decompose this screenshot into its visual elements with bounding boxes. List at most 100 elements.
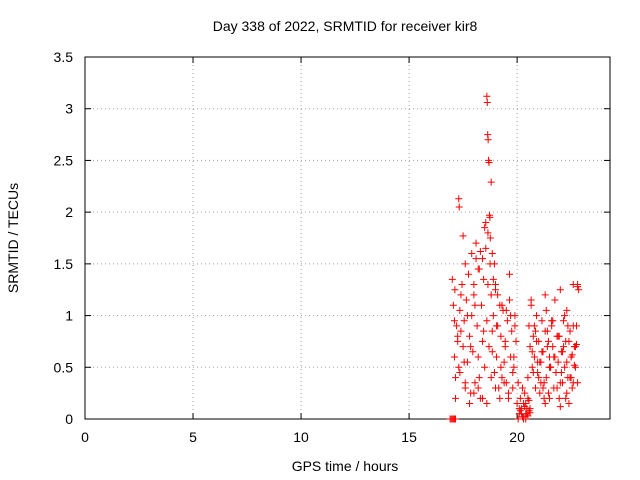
data-point (488, 348, 496, 356)
data-point (487, 374, 495, 382)
data-point (533, 337, 541, 345)
data-point (542, 306, 550, 314)
data-point (454, 332, 462, 340)
data-point (461, 260, 469, 268)
data-point (483, 317, 491, 325)
data-point (474, 353, 482, 361)
data-point (507, 312, 515, 320)
data-point (512, 337, 520, 345)
data-point (554, 358, 562, 366)
x-tick-label: 10 (293, 429, 309, 445)
data-point (525, 407, 533, 415)
axis-ticks: 0 5 10 15 20 0 0.5 1 1.5 2 2.5 3 3.5 (54, 49, 610, 445)
data-point (457, 291, 465, 299)
data-point (483, 399, 491, 407)
data-point (536, 389, 544, 397)
data-point (484, 229, 492, 237)
data-point (553, 384, 561, 392)
data-point (483, 92, 491, 100)
data-point (566, 327, 574, 335)
data-point (457, 327, 465, 335)
data-point (514, 379, 522, 387)
data-point (564, 322, 572, 330)
data-point (509, 368, 517, 376)
data-point (510, 353, 518, 361)
data-point (480, 327, 488, 335)
data-point (484, 136, 492, 144)
data-point (516, 394, 524, 402)
plot-frame (84, 56, 611, 420)
y-tick-label: 1 (65, 308, 73, 324)
data-point (469, 348, 477, 356)
data-point (477, 301, 485, 309)
data-point (503, 317, 511, 325)
data-point (529, 368, 537, 376)
data-point (527, 296, 535, 304)
data-point (529, 332, 537, 340)
x-tick-label: 0 (81, 429, 89, 445)
data-point (452, 415, 460, 423)
data-point (475, 374, 483, 382)
data-point (479, 337, 487, 345)
data-point (488, 327, 496, 335)
data-point (535, 374, 543, 382)
data-point (500, 379, 508, 387)
data-point (496, 394, 504, 402)
data-point (562, 394, 570, 402)
data-point (497, 363, 505, 371)
data-point (449, 301, 457, 309)
data-point (531, 327, 539, 335)
data-point (508, 327, 516, 335)
data-point (494, 291, 502, 299)
data-point (459, 232, 467, 240)
data-point (471, 379, 479, 387)
data-point (458, 281, 466, 289)
data-point (504, 389, 512, 397)
data-point (461, 379, 469, 387)
data-point (470, 291, 478, 299)
data-point (531, 384, 539, 392)
data-point (474, 384, 482, 392)
data-point (486, 213, 494, 221)
data-point (561, 363, 569, 371)
data-point (540, 379, 548, 387)
y-tick-label: 3.5 (54, 49, 74, 65)
data-point (463, 312, 471, 320)
data-point (570, 361, 578, 369)
data-point (456, 368, 464, 376)
data-point (573, 341, 581, 349)
data-point (470, 389, 478, 397)
data-point (510, 363, 518, 371)
data-point (533, 312, 541, 320)
data-point (500, 358, 508, 366)
data-point (560, 343, 568, 351)
data-point (563, 358, 571, 366)
data-point (491, 281, 499, 289)
data-point (563, 389, 571, 397)
data-point (468, 250, 476, 258)
data-point (555, 394, 563, 402)
data-point (556, 403, 564, 411)
data-point (482, 244, 490, 252)
y-tick-label: 2 (65, 204, 73, 220)
data-point (476, 247, 484, 255)
data-point (473, 322, 481, 330)
x-tick-label: 5 (189, 429, 197, 445)
data-point (556, 286, 564, 294)
x-tick-label: 20 (509, 429, 525, 445)
data-point (521, 389, 529, 397)
data-point (514, 415, 522, 423)
data-point (519, 384, 526, 392)
data-point (566, 374, 574, 382)
data-point (538, 317, 546, 325)
data-point (466, 399, 474, 407)
data-point (467, 343, 475, 351)
data-point (448, 275, 456, 283)
data-point (472, 255, 480, 263)
data-point (530, 353, 538, 361)
data-point (530, 322, 538, 330)
data-point (452, 374, 460, 382)
data-point (480, 275, 488, 283)
data-point (563, 306, 571, 314)
